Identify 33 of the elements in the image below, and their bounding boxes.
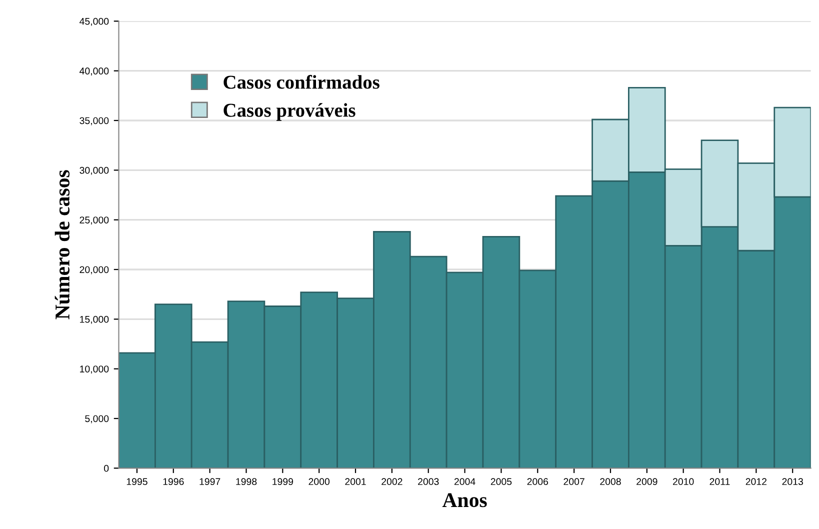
x-tick-label: 2001 xyxy=(345,478,366,486)
x-tick-label: 2007 xyxy=(564,478,584,486)
y-tick-label: 45,000 xyxy=(80,18,109,26)
y-tick-label: 35,000 xyxy=(80,117,109,126)
x-tick-label: 2004 xyxy=(454,478,476,486)
x-tick-label: 1997 xyxy=(200,478,220,486)
x-tick-label: 2002 xyxy=(382,478,402,486)
x-tick-label: 2000 xyxy=(308,478,330,486)
x-tick-label: 2006 xyxy=(527,478,548,486)
y-tick-label: 15,000 xyxy=(80,316,109,324)
x-tick-label: 1998 xyxy=(236,478,257,486)
y-tick-label: 25,000 xyxy=(80,216,109,225)
x-tick-label: 2013 xyxy=(782,478,803,486)
y-axis-title: Número de casos xyxy=(54,170,70,320)
y-tick-label: 10,000 xyxy=(80,366,109,374)
x-tick-label: 1999 xyxy=(272,478,294,486)
legend-label: Casos prováveis xyxy=(224,103,356,121)
x-tick-label: 2008 xyxy=(600,478,621,486)
x-tick-label: 1996 xyxy=(163,478,184,486)
x-tick-label: 2009 xyxy=(636,478,658,486)
y-tick-label: 20,000 xyxy=(80,266,109,274)
x-axis-title: Anos xyxy=(442,493,487,508)
x-tick-label: 2010 xyxy=(673,478,694,486)
x-tick-label: 2012 xyxy=(746,478,766,486)
x-tick-label: 2005 xyxy=(490,478,512,486)
x-tick-label: 1995 xyxy=(126,478,148,486)
y-tick-label: 40,000 xyxy=(80,68,109,76)
y-tick-label: 0 xyxy=(104,464,109,472)
legend-label: Casos confirmados xyxy=(224,74,380,89)
x-tick-label: 2003 xyxy=(418,478,439,486)
y-tick-label: 30,000 xyxy=(80,166,109,175)
y-tick-label: 5,000 xyxy=(85,415,109,424)
x-tick-label: 2011 xyxy=(710,478,730,486)
